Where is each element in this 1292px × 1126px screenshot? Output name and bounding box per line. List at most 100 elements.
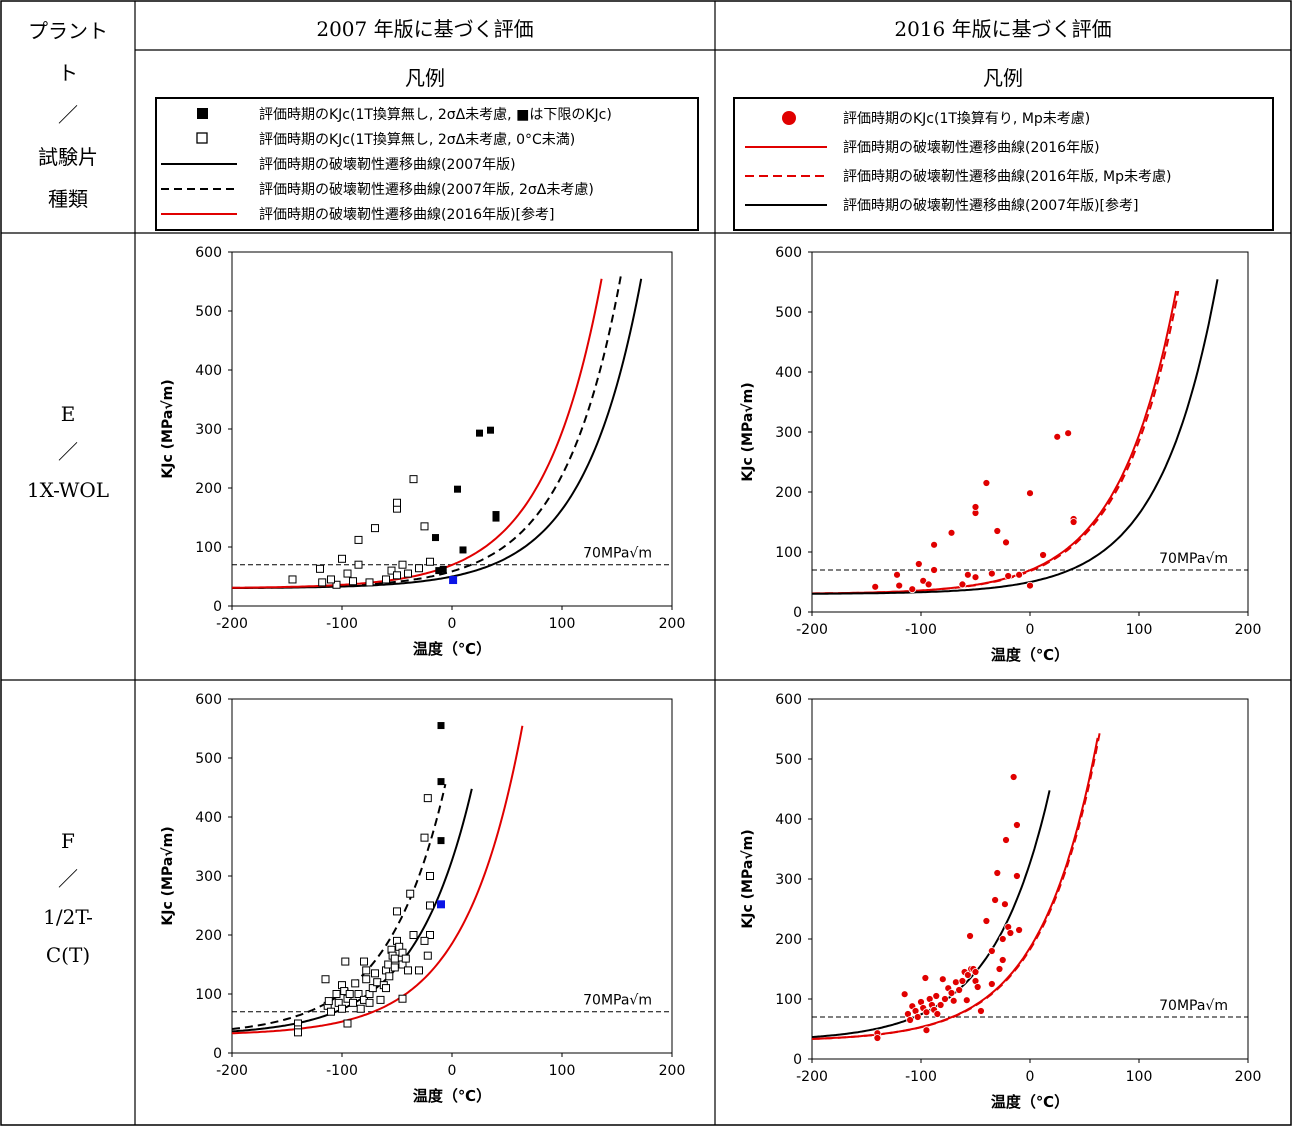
open-square-point <box>356 1004 365 1013</box>
red-dot-point <box>913 1013 922 1021</box>
y-tick-label: 0 <box>793 605 802 621</box>
red-dot-point <box>908 585 917 594</box>
red-solid-curve <box>232 278 603 589</box>
red-dot-point <box>871 582 880 591</box>
chart-E-2007: 0 100 200 300 400 500 600 -200 -100 0 100 200 温度（℃） K… <box>160 245 686 658</box>
open-square-point <box>406 889 415 898</box>
open-square-point <box>288 575 297 584</box>
red-dot-point <box>995 965 1004 973</box>
red-dot-point <box>993 869 1002 877</box>
open-square-point <box>409 931 418 939</box>
row-label-line: ／ <box>58 440 78 464</box>
red-solid-symbol <box>161 213 237 215</box>
filled-square-point <box>492 511 500 519</box>
x-tick-label: -200 <box>216 616 248 632</box>
filled-square-point <box>487 426 494 434</box>
open-square-point <box>390 954 399 963</box>
open-square-point <box>316 564 324 573</box>
open-square-point <box>423 951 432 960</box>
red-dot-point <box>938 975 947 984</box>
y-tick-label: 200 <box>195 928 222 944</box>
red-dot-point <box>922 1026 931 1035</box>
filled-square-point <box>437 778 445 786</box>
legend-text: 評価時期の破壊靭性遷移曲線(2007年版, 2σΔ未考慮) <box>259 182 594 198</box>
red-dot-point <box>955 986 964 994</box>
red-dot-point <box>1015 926 1024 934</box>
x-tick-label: 200 <box>659 616 686 632</box>
red-dot-point <box>963 971 972 979</box>
legend-item: 評価時期の破壊靭性遷移曲線(2007年版) <box>157 153 697 175</box>
open-square-point <box>398 560 407 569</box>
open-square-point <box>349 998 357 1007</box>
y-tick-label: 0 <box>213 599 222 615</box>
y-tick-label: 500 <box>775 752 802 768</box>
red-dot-point <box>914 560 923 568</box>
open-square-point <box>415 966 423 975</box>
y-tick-label: 200 <box>195 481 222 497</box>
open-square-point <box>387 566 396 575</box>
red-dot-point <box>949 996 958 1005</box>
row-label-F: F ／ 1/2T- C(T) <box>2 822 134 974</box>
open-square-point <box>401 954 410 963</box>
ref-line-label: 70MPa√m <box>583 993 652 1009</box>
blue-square-point <box>437 900 445 909</box>
black-dashed-symbol <box>161 188 237 190</box>
red-dot-point <box>936 1001 945 1009</box>
legend-2007: 評価時期のKJc(1T換算無し, 2σΔ未考慮, ■は下限のKJc) 評価時期の… <box>155 97 699 231</box>
ref-line-label: 70MPa√m <box>1159 998 1228 1014</box>
open-square-point <box>371 969 379 978</box>
open-square-point <box>327 1007 335 1016</box>
row-label-line: ／ <box>58 867 78 891</box>
red-dot-point <box>1039 551 1047 559</box>
red-dot-point <box>873 1034 882 1042</box>
legend-text: 評価時期の破壊靭性遷移曲線(2007年版)[参考] <box>843 198 1139 214</box>
legend-2016: 評価時期のKJc(1T換算有り, Mp未考慮) 評価時期の破壊靭性遷移曲線(20… <box>733 97 1274 231</box>
legend-text: 評価時期のKJc(1T換算無し, 2σΔ未考慮, 0°C未満) <box>259 132 576 148</box>
open-square-point <box>384 960 393 969</box>
open-square-point <box>360 957 368 966</box>
legend-item: 評価時期のKJc(1T換算有り, Mp未考慮) <box>735 107 1272 129</box>
open-square-point <box>382 575 390 584</box>
y-tick-label: 200 <box>775 932 802 948</box>
y-tick-label: 0 <box>793 1052 802 1068</box>
red-dot-point <box>921 974 930 982</box>
plot-frame <box>231 698 673 1054</box>
y-tick-label: 0 <box>213 1046 222 1062</box>
x-tick-label: 200 <box>1235 1069 1262 1085</box>
chart-F-2007: 0 100 200 300 400 500 600 -200 -100 0 100 200 温度（℃） K… <box>160 692 686 1105</box>
open-square-point <box>321 975 330 984</box>
red-dot-point <box>971 968 980 976</box>
y-tick-label: 400 <box>195 810 222 826</box>
y-tick-label: 500 <box>775 305 802 321</box>
x-tick-label: -200 <box>796 622 828 638</box>
open-square-point <box>423 794 432 803</box>
red-dot-point <box>947 528 956 537</box>
open-square-point <box>404 569 412 578</box>
red-dot-point <box>1053 432 1062 441</box>
y-tick-label: 600 <box>775 692 802 708</box>
red-dot-point <box>1013 821 1021 829</box>
x-tick-label: 200 <box>659 1063 686 1079</box>
open-square-point <box>426 557 434 566</box>
red-dot-point <box>1001 900 1009 909</box>
red-dot-point <box>958 977 967 985</box>
legend-text: 評価時期のKJc(1T換算有り, Mp未考慮) <box>843 111 1091 127</box>
legend-item: 評価時期のKJc(1T換算無し, 2σΔ未考慮, ■は下限のKJc) <box>157 103 697 125</box>
red-dot-point <box>932 992 941 1000</box>
open-square-point <box>385 972 394 981</box>
red-dashed-curve <box>811 732 1101 1040</box>
red-dot-point <box>906 1016 915 1024</box>
filled-square-point <box>439 565 447 573</box>
open-square-point <box>371 524 379 533</box>
open-square-point <box>332 580 341 589</box>
red-dot-point <box>982 917 991 925</box>
open-square-symbol <box>196 132 208 144</box>
filled-square-point <box>437 722 445 730</box>
open-square-point <box>390 963 399 972</box>
red-dot-point <box>993 527 1002 535</box>
filled-square-point <box>459 546 467 554</box>
red-dot-point <box>1026 581 1034 590</box>
x-tick-label: 100 <box>549 616 576 632</box>
open-square-point <box>368 984 377 993</box>
